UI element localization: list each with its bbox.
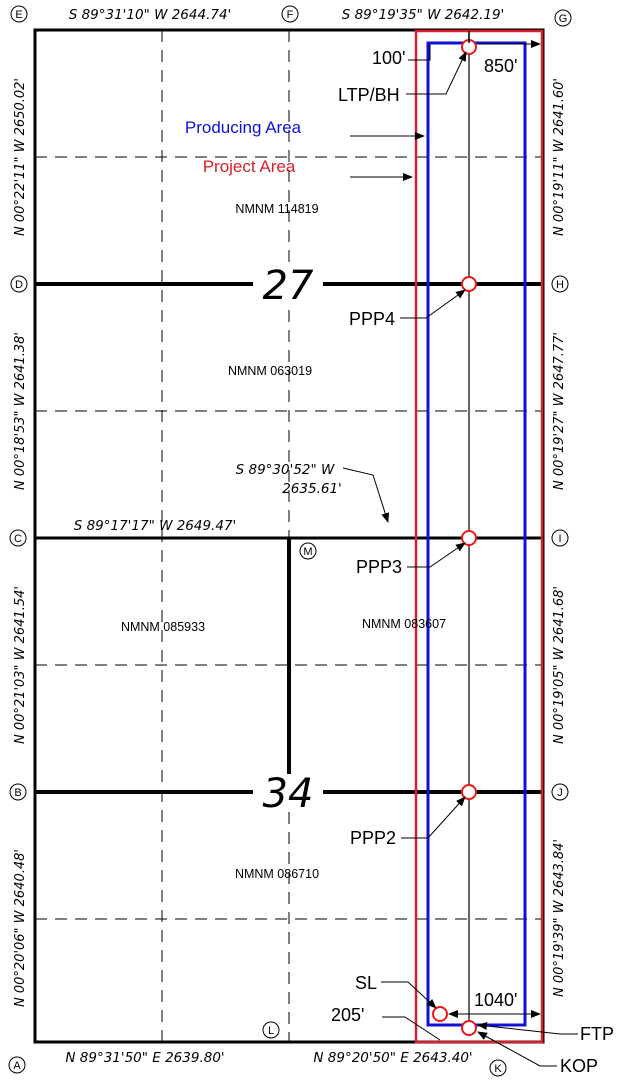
- section-27-label: 27: [263, 263, 314, 309]
- ppp4-leader: [400, 289, 466, 319]
- ltp-leader: [406, 51, 467, 95]
- dim-100-leader: [408, 44, 431, 61]
- bearing-mid-east-1: S 89°30'52" W: [236, 462, 335, 478]
- corner-d-label: D: [15, 279, 23, 291]
- ppp3-marker: [461, 530, 477, 546]
- lease-nmnm-083607: NMNM 083607: [362, 617, 446, 631]
- label-ppp3: PPP3: [356, 557, 402, 577]
- bearing-top-east: S 89°19'35" W 2642.19': [342, 7, 505, 23]
- corner-h-label: H: [556, 279, 564, 291]
- corner-l-label: L: [268, 1025, 274, 1037]
- corner-m-label: M: [303, 546, 312, 558]
- dim-205: 205': [331, 1005, 364, 1025]
- label-ppp4: PPP4: [349, 309, 395, 329]
- legend-project-area: Project Area: [203, 157, 296, 176]
- label-ppp2: PPP2: [350, 828, 396, 848]
- producing-area-outline: [426, 41, 527, 1027]
- corner-g-label: G: [559, 13, 568, 25]
- ftp-leader: [477, 1022, 578, 1035]
- label-sl: SL: [355, 973, 377, 993]
- corner-markers: [8, 5, 572, 1077]
- corner-k-label: K: [494, 1063, 502, 1075]
- sl-leader: [381, 981, 437, 1009]
- kop-marker: [461, 1020, 477, 1036]
- lease-nmnm-114819: NMNM 114819: [235, 202, 318, 216]
- bearing-bottom-west: N 89°31'50" E 2639.80': [65, 1050, 224, 1066]
- label-kop: KOP: [560, 1056, 598, 1076]
- corner-c-label: C: [14, 533, 22, 545]
- ppp3-leader: [407, 542, 466, 568]
- section-34-label: 34: [263, 771, 314, 817]
- sl-marker: [432, 1006, 448, 1022]
- ppp4-marker: [461, 276, 477, 292]
- corner-f-label: F: [287, 9, 294, 21]
- bearing-right-3: N 00°19'05" W 2641.68': [552, 586, 567, 744]
- corner-i-label: I: [558, 533, 561, 545]
- project-area-outline: [414, 29, 544, 1044]
- dim-205-leader: [382, 1016, 441, 1041]
- bearing-left-2: N 00°18'53" W 2641.38': [13, 332, 28, 490]
- bearing-mid-west: S 89°17'17" W 2649.47': [74, 518, 237, 534]
- bearing-mid-east-leader: [342, 467, 390, 523]
- bearing-right-2: N 00°19'27" W 2647.77': [552, 332, 567, 490]
- bearing-left-1: N 00°22'11" W 2650.02': [13, 78, 28, 236]
- dim-100: 100': [372, 48, 405, 68]
- bearing-bottom-east: N 89°20'50" E 2643.40': [313, 1050, 472, 1066]
- bearing-top-west: S 89°31'10" W 2644.74': [69, 7, 232, 23]
- ppp2-marker: [461, 784, 477, 800]
- dim-1040: 1040': [474, 990, 517, 1010]
- label-ltp-bh: LTP/BH: [338, 85, 400, 105]
- well-points: [432, 39, 477, 1036]
- kop-leader: [477, 1031, 557, 1067]
- bearing-left-3: N 00°21'03" W 2641.54': [13, 586, 28, 744]
- lease-nmnm-085933: NMNM 085933: [121, 620, 205, 634]
- corner-b-label: B: [14, 787, 21, 799]
- ppp2-leader: [401, 796, 466, 839]
- lease-nmnm-063019: NMNM 063019: [228, 364, 312, 378]
- corner-j-label: J: [557, 787, 563, 799]
- corner-a-label: A: [13, 1060, 21, 1072]
- lease-nmnm-086710: NMNM 086710: [235, 867, 319, 881]
- legend-producing-area: Producing Area: [185, 118, 302, 137]
- bearing-left-4: N 00°20'06" W 2640.48': [13, 849, 28, 1007]
- bearing-mid-east-2: 2635.61': [282, 481, 342, 497]
- bearing-right-4: N 00°19'39" W 2643.84': [552, 839, 567, 997]
- corner-e-label: E: [15, 9, 22, 21]
- dim-850: 850': [484, 56, 517, 76]
- label-ftp: FTP: [580, 1024, 614, 1044]
- bearing-right-1: N 00°19'11" W 2641.60': [552, 78, 567, 236]
